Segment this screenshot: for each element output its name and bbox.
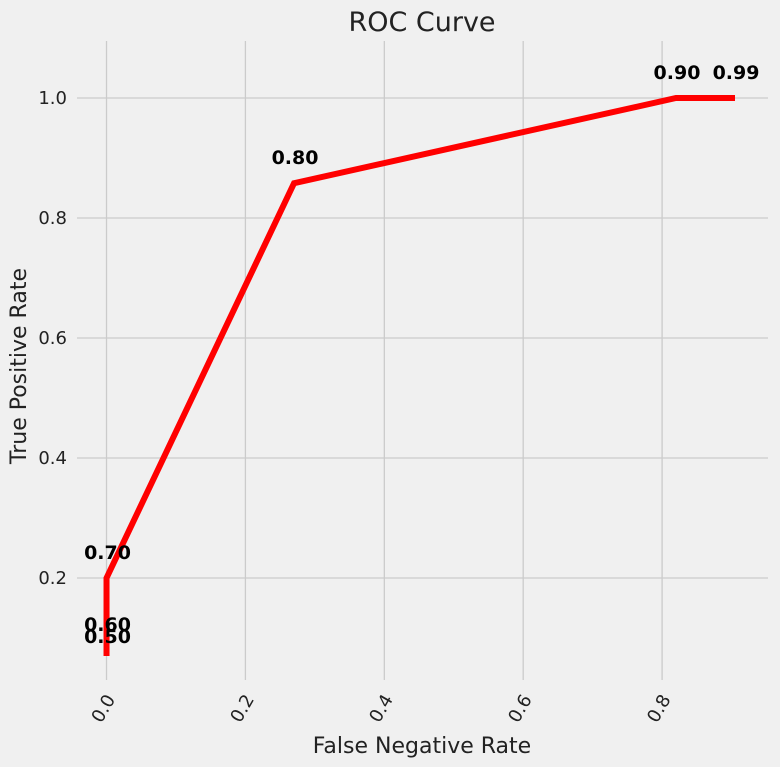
annotation-layer: 0.500.60 0.70 0.80 0.90 0.99 <box>84 62 759 648</box>
y-axis-label: True Positive Rate <box>7 268 32 465</box>
grid <box>77 41 768 680</box>
y-tick-label: 0.2 <box>38 568 67 589</box>
threshold-label: 0.80 <box>272 147 319 169</box>
y-tick-label: 0.6 <box>38 328 67 349</box>
threshold-label: 0.90 <box>654 62 701 84</box>
chart-title: ROC Curve <box>348 7 495 38</box>
x-axis-label: False Negative Rate <box>313 734 531 759</box>
roc-series-line <box>103 95 736 656</box>
threshold-label: 0.99 <box>713 62 760 84</box>
y-tick-label: 0.8 <box>38 208 67 229</box>
y-ticks: 0.2 0.4 0.6 0.8 1.0 <box>38 88 67 589</box>
y-tick-label: 0.4 <box>38 448 67 469</box>
series-layer <box>103 95 736 656</box>
y-tick-label: 1.0 <box>38 88 67 109</box>
threshold-label: 0.60 <box>84 614 131 636</box>
threshold-label: 0.50 <box>84 626 131 648</box>
threshold-label: 0.70 <box>84 542 131 564</box>
